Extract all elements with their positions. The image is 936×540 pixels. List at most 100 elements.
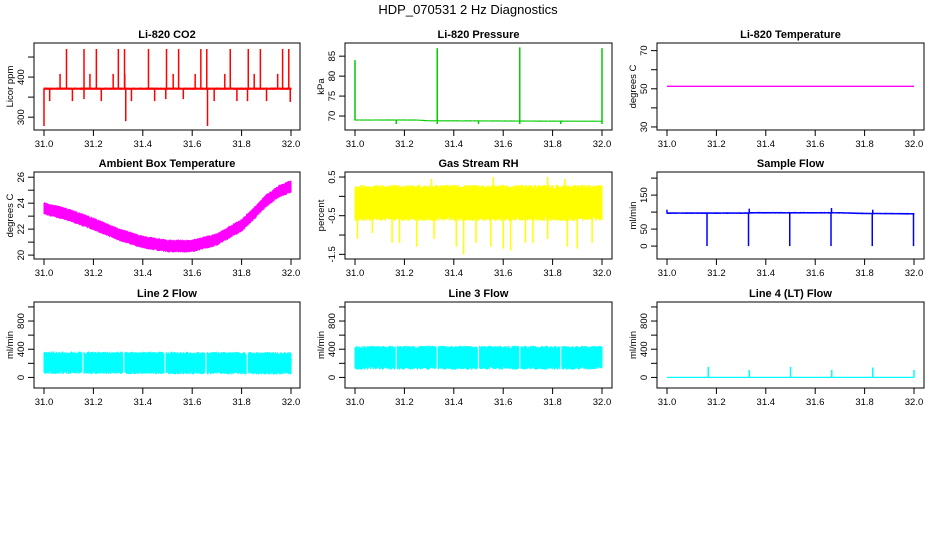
y-tick-label: 800 xyxy=(639,313,650,329)
series-sample-flow xyxy=(666,208,915,247)
x-tick-label: 31.8 xyxy=(855,397,874,408)
x-tick-label: 31.0 xyxy=(35,268,54,279)
x-tick-label: 31.8 xyxy=(232,139,251,150)
panel-title: Li-820 Pressure xyxy=(438,29,520,41)
y-tick-label: 26 xyxy=(16,172,27,183)
panel-title: Li-820 CO2 xyxy=(138,29,195,41)
x-tick-label: 32.0 xyxy=(593,139,612,150)
y-tick-label: 20 xyxy=(16,250,27,261)
x-tick-label: 31.8 xyxy=(232,268,251,279)
y-tick-label: 800 xyxy=(16,313,27,329)
noise-band xyxy=(43,180,292,253)
y-axis-label: Licor ppm xyxy=(5,66,16,108)
series-li-820-pressure xyxy=(354,47,603,125)
panel-4: Ambient Box Temperature 31.0 31.2 31.4 31.6 3… xyxy=(5,158,301,279)
panel-5: Gas Stream RH 31.0 31.2 31.4 31.6 31.8 32.0 -1.… xyxy=(316,158,613,279)
panel-3: Li-820 Temperature 31.0 31.2 31.4 31.6 31.8 32… xyxy=(628,29,925,150)
y-tick-label: 24 xyxy=(16,198,27,209)
x-tick-label: 31.2 xyxy=(395,268,414,279)
y-tick-label: 30 xyxy=(639,122,650,133)
y-axis-label: percent xyxy=(316,199,327,231)
panel-9: Line 4 (LT) Flow 31.0 31.2 31.4 31.6 31.8 32.0… xyxy=(628,288,925,408)
x-tick-label: 31.4 xyxy=(445,268,464,279)
x-tick-label: 32.0 xyxy=(282,268,301,279)
y-tick-label: -0.5 xyxy=(327,208,338,224)
x-tick-label: 31.2 xyxy=(84,139,103,150)
noise-band xyxy=(43,351,292,375)
x-tick-label: 31.0 xyxy=(346,139,365,150)
panel-8: Line 3 Flow 31.0 31.2 31.4 31.6 31.8 32.0 0 400 8… xyxy=(316,288,613,408)
y-tick-label: 300 xyxy=(16,109,27,125)
x-tick-label: 31.2 xyxy=(707,139,726,150)
y-tick-label: 70 xyxy=(327,111,338,122)
x-tick-label: 31.2 xyxy=(707,268,726,279)
y-tick-label: 0 xyxy=(16,375,27,380)
x-tick-label: 31.0 xyxy=(658,397,677,408)
x-tick-label: 32.0 xyxy=(593,268,612,279)
x-tick-label: 31.2 xyxy=(84,397,103,408)
x-tick-label: 31.0 xyxy=(346,397,365,408)
y-tick-label: 150 xyxy=(639,187,650,203)
x-tick-label: 32.0 xyxy=(905,139,924,150)
panel-7: Line 2 Flow 31.0 31.2 31.4 31.6 31.8 32.0 0 400 8… xyxy=(5,288,301,408)
y-axis-label: degrees C xyxy=(5,193,16,237)
x-tick-label: 31.4 xyxy=(134,268,153,279)
series-line-3-flow xyxy=(354,345,603,370)
panel-title: Ambient Box Temperature xyxy=(99,158,236,170)
x-tick-label: 31.8 xyxy=(543,397,562,408)
x-tick-label: 32.0 xyxy=(282,139,301,150)
x-tick-label: 31.0 xyxy=(658,139,677,150)
x-tick-label: 31.8 xyxy=(855,268,874,279)
x-tick-label: 31.4 xyxy=(134,397,153,408)
y-tick-label: 400 xyxy=(327,341,338,357)
plot-frame xyxy=(344,301,613,389)
x-tick-label: 31.4 xyxy=(757,268,776,279)
y-tick-label: 0.5 xyxy=(327,170,338,183)
x-tick-label: 31.6 xyxy=(494,139,513,150)
y-axis-label: ml/min xyxy=(628,331,639,359)
y-tick-label: 400 xyxy=(639,341,650,357)
series-line-4-lt-flow xyxy=(667,366,915,379)
y-axis-label: ml/min xyxy=(5,331,16,359)
y-axis-label: kPa xyxy=(316,78,327,95)
y-tick-label: 22 xyxy=(16,224,27,235)
x-tick-label: 31.8 xyxy=(543,268,562,279)
series-line-2-flow xyxy=(43,351,292,375)
x-tick-label: 31.0 xyxy=(658,268,677,279)
plot-frame xyxy=(344,42,613,131)
x-tick-label: 31.6 xyxy=(806,139,825,150)
x-tick-label: 31.2 xyxy=(707,397,726,408)
x-tick-label: 31.4 xyxy=(134,139,153,150)
y-tick-label: 800 xyxy=(327,313,338,329)
y-tick-label: 85 xyxy=(327,51,338,62)
panel-title: Gas Stream RH xyxy=(438,158,518,170)
x-tick-label: 31.2 xyxy=(395,397,414,408)
panel-6: Sample Flow 31.0 31.2 31.4 31.6 31.8 32.0 0 50 15… xyxy=(628,158,925,279)
y-axis-label: degrees C xyxy=(628,64,639,108)
y-tick-label: 400 xyxy=(16,69,27,85)
y-tick-label: 400 xyxy=(16,341,27,357)
series-ambient-box-temperature xyxy=(43,180,292,253)
y-tick-label: 0 xyxy=(327,375,338,380)
x-tick-label: 31.0 xyxy=(346,268,365,279)
panel-title: Line 3 Flow xyxy=(449,288,509,300)
panel-title: Line 4 (LT) Flow xyxy=(749,288,832,300)
y-tick-label: 50 xyxy=(639,224,650,235)
x-tick-label: 31.0 xyxy=(35,397,54,408)
x-tick-label: 31.4 xyxy=(757,139,776,150)
x-tick-label: 31.6 xyxy=(183,139,202,150)
panel-1: Li-820 CO2 31.0 31.2 31.4 31.6 31.8 32.0 300 400… xyxy=(5,29,301,150)
x-tick-label: 31.4 xyxy=(445,139,464,150)
y-tick-label: 80 xyxy=(327,71,338,82)
x-tick-label: 32.0 xyxy=(593,397,612,408)
x-tick-label: 31.6 xyxy=(494,397,513,408)
x-tick-label: 31.8 xyxy=(543,139,562,150)
y-tick-label: 75 xyxy=(327,91,338,102)
y-tick-label: 0 xyxy=(639,375,650,380)
x-tick-label: 31.8 xyxy=(232,397,251,408)
x-tick-label: 31.6 xyxy=(183,268,202,279)
x-tick-label: 31.8 xyxy=(855,139,874,150)
panel-2: Li-820 Pressure 31.0 31.2 31.4 31.6 31.8 32.0 7… xyxy=(316,29,613,150)
